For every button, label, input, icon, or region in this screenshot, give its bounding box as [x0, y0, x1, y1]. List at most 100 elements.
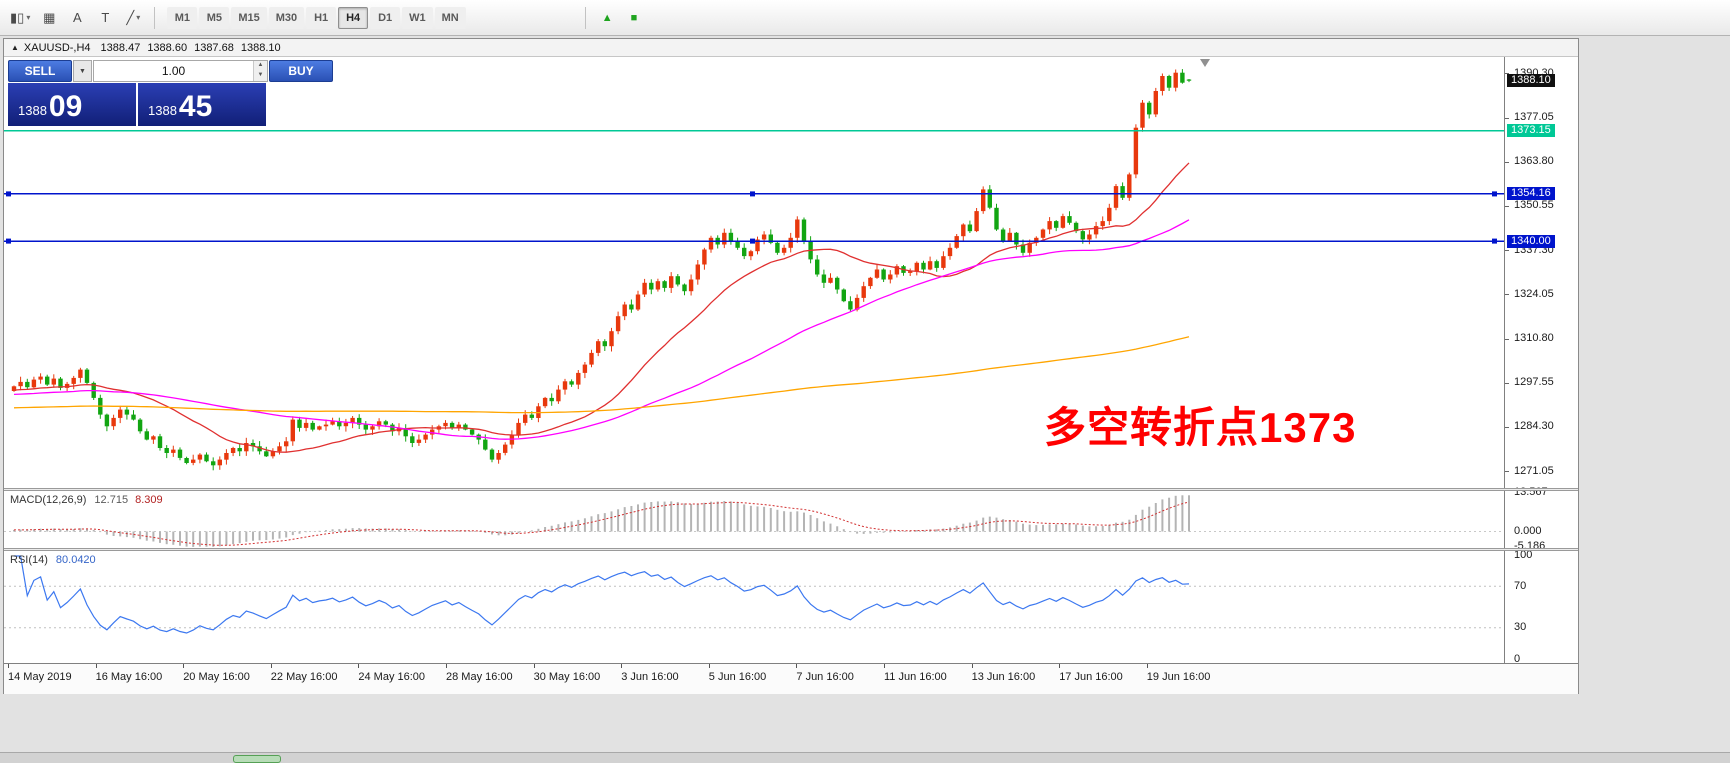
time-tick-mark: [533, 664, 535, 668]
scrollbar-thumb[interactable]: [233, 755, 281, 763]
order-options-dropdown[interactable]: ▼: [73, 60, 92, 82]
time-tick-mark: [884, 664, 885, 668]
timeframe-group: M1 M5 M15 M30 H1 H4 D1 W1 MN: [166, 6, 466, 29]
time-tick-mark: [1146, 664, 1148, 668]
price-tick-label: 1350.55: [1514, 199, 1554, 212]
time-axis-label: 3 Jun 16:00: [621, 671, 679, 683]
hline-handle[interactable]: [1492, 238, 1497, 244]
timeframe-button-m15[interactable]: M15: [231, 6, 267, 29]
time-tick-mark: [95, 664, 97, 668]
price-tick-mark: [1505, 471, 1509, 473]
chevron-down-icon: ▾: [136, 13, 141, 22]
line-tools-icon: ╱: [126, 9, 135, 25]
sell-price-pips: 09: [48, 90, 83, 123]
chevron-down-icon: ▼: [79, 67, 86, 75]
line-tools-button[interactable]: ╱ ▾: [120, 6, 146, 30]
time-tick-mark: [183, 664, 185, 668]
text-label-icon: T: [101, 10, 110, 25]
price-tick-label: 1310.80: [1514, 332, 1554, 345]
green-marker-icon[interactable]: ■: [630, 11, 638, 24]
hline-handle[interactable]: [6, 238, 11, 244]
buy-price-pips: 45: [178, 90, 213, 123]
text-tool-button[interactable]: T: [92, 6, 118, 30]
price-tick-mark: [1505, 117, 1509, 119]
chart-window: ▲ XAUUSD-,H4 1388.47 1388.60 1387.68 138…: [3, 38, 1579, 694]
time-axis-label: 24 May 16:00: [358, 671, 426, 683]
price-tick-label: 1324.05: [1514, 287, 1554, 300]
ohlc-open: 1388.47: [100, 41, 141, 54]
timeframe-button-m1[interactable]: M1: [167, 6, 198, 29]
rsi-scale-label: 100: [1514, 548, 1533, 561]
ohlc-low: 1387.68: [194, 41, 234, 54]
chart-shift-marker-icon[interactable]: [1200, 59, 1210, 67]
price-tick-label: 1284.30: [1514, 420, 1554, 433]
rsi-scale-label: 70: [1514, 579, 1527, 592]
timeframe-button-d1[interactable]: D1: [370, 6, 401, 29]
green-marker-icon[interactable]: ▲: [601, 11, 613, 24]
sell-button[interactable]: SELL: [8, 60, 72, 82]
ohlc-high: 1388.60: [147, 41, 188, 54]
buy-price-display[interactable]: 1388 45: [138, 83, 266, 126]
pane-splitter[interactable]: [4, 488, 1578, 491]
rsi-indicator-canvas[interactable]: [4, 551, 1504, 663]
rsi-title-label: RSI(14): [10, 554, 48, 566]
price-chart-canvas[interactable]: [4, 56, 1504, 488]
time-axis-label: 30 May 16:00: [533, 671, 601, 683]
time-tick-mark: [446, 664, 447, 668]
volume-stepper-up[interactable]: ▲: [254, 61, 267, 71]
time-axis[interactable]: 14 May 2019 16 May 16:00 20 May 16:00 22 Ma…: [4, 663, 1578, 694]
price-tick-mark: [1505, 205, 1509, 207]
volume-input[interactable]: [94, 61, 253, 81]
time-axis-label: 13 Jun 16:00: [971, 671, 1036, 683]
letter-a-icon: A: [72, 10, 82, 25]
hline-handle[interactable]: [1492, 191, 1497, 197]
time-axis-label: 11 Jun 16:00: [884, 671, 947, 683]
price-scale[interactable]: 1390.30 1377.05 1363.80 1350.55 1337.30 1324.…: [1504, 56, 1578, 665]
ma-55-line: [13, 219, 1190, 440]
timeframe-button-h1[interactable]: H1: [306, 6, 337, 29]
pane-splitter[interactable]: [4, 548, 1578, 551]
rsi-value: 80.0420: [55, 554, 96, 566]
macd-signal-value: 8.309: [135, 494, 163, 506]
price-tick-label: 1297.55: [1514, 376, 1554, 389]
macd-title-label: MACD(12,26,9): [10, 494, 87, 506]
time-tick-mark: [270, 664, 272, 668]
price-tick-label: 1377.05: [1514, 111, 1554, 124]
chart-type-button[interactable]: ▮▯ ▾: [6, 6, 34, 30]
volume-stepper-down[interactable]: ▼: [254, 71, 267, 81]
price-badge-level: 1373.15: [1507, 124, 1555, 138]
chevron-down-icon: ▾: [26, 13, 31, 22]
sell-price-main: 1388: [18, 103, 47, 118]
price-tick-mark: [1505, 294, 1509, 296]
hline-handle[interactable]: [6, 191, 11, 197]
chart-annotation-text[interactable]: 多空转折点1373: [1044, 404, 1357, 451]
price-tick-mark: [1505, 426, 1509, 428]
price-tick-label: 1363.80: [1514, 155, 1554, 168]
sell-price-display[interactable]: 1388 09: [8, 83, 136, 126]
toolbar-separator: [154, 6, 156, 29]
price-tick-mark: [1505, 161, 1509, 163]
ma-21-line: [13, 162, 1190, 453]
buy-button[interactable]: BUY: [269, 60, 333, 82]
arrow-tool-button[interactable]: A: [64, 6, 90, 30]
rsi-scale-label: 0: [1514, 652, 1521, 665]
grid-button[interactable]: ▦: [36, 6, 62, 30]
collapse-panel-icon[interactable]: ▲: [11, 43, 19, 52]
horizontal-scrollbar[interactable]: [0, 752, 1730, 763]
macd-indicator-canvas[interactable]: [4, 491, 1504, 548]
timeframe-button-m30[interactable]: M30: [268, 6, 305, 29]
hline-handle[interactable]: [750, 191, 755, 197]
timeframe-button-w1[interactable]: W1: [402, 6, 433, 29]
price-tick-label: 1271.05: [1514, 464, 1554, 477]
time-axis-label: 20 May 16:00: [183, 671, 250, 683]
time-tick-mark: [8, 664, 9, 668]
time-axis-label: 7 Jun 16:00: [796, 671, 854, 683]
time-tick-mark: [621, 664, 623, 668]
timeframe-button-h4[interactable]: H4: [338, 6, 369, 29]
ma-200-line: [13, 336, 1190, 414]
hline-handle[interactable]: [750, 238, 755, 244]
timeframe-button-mn[interactable]: MN: [434, 6, 466, 29]
price-badge-current-price: 1388.10: [1507, 74, 1555, 88]
symbol-period-label: XAUUSD-,H4: [23, 41, 91, 54]
timeframe-button-m5[interactable]: M5: [199, 6, 230, 29]
